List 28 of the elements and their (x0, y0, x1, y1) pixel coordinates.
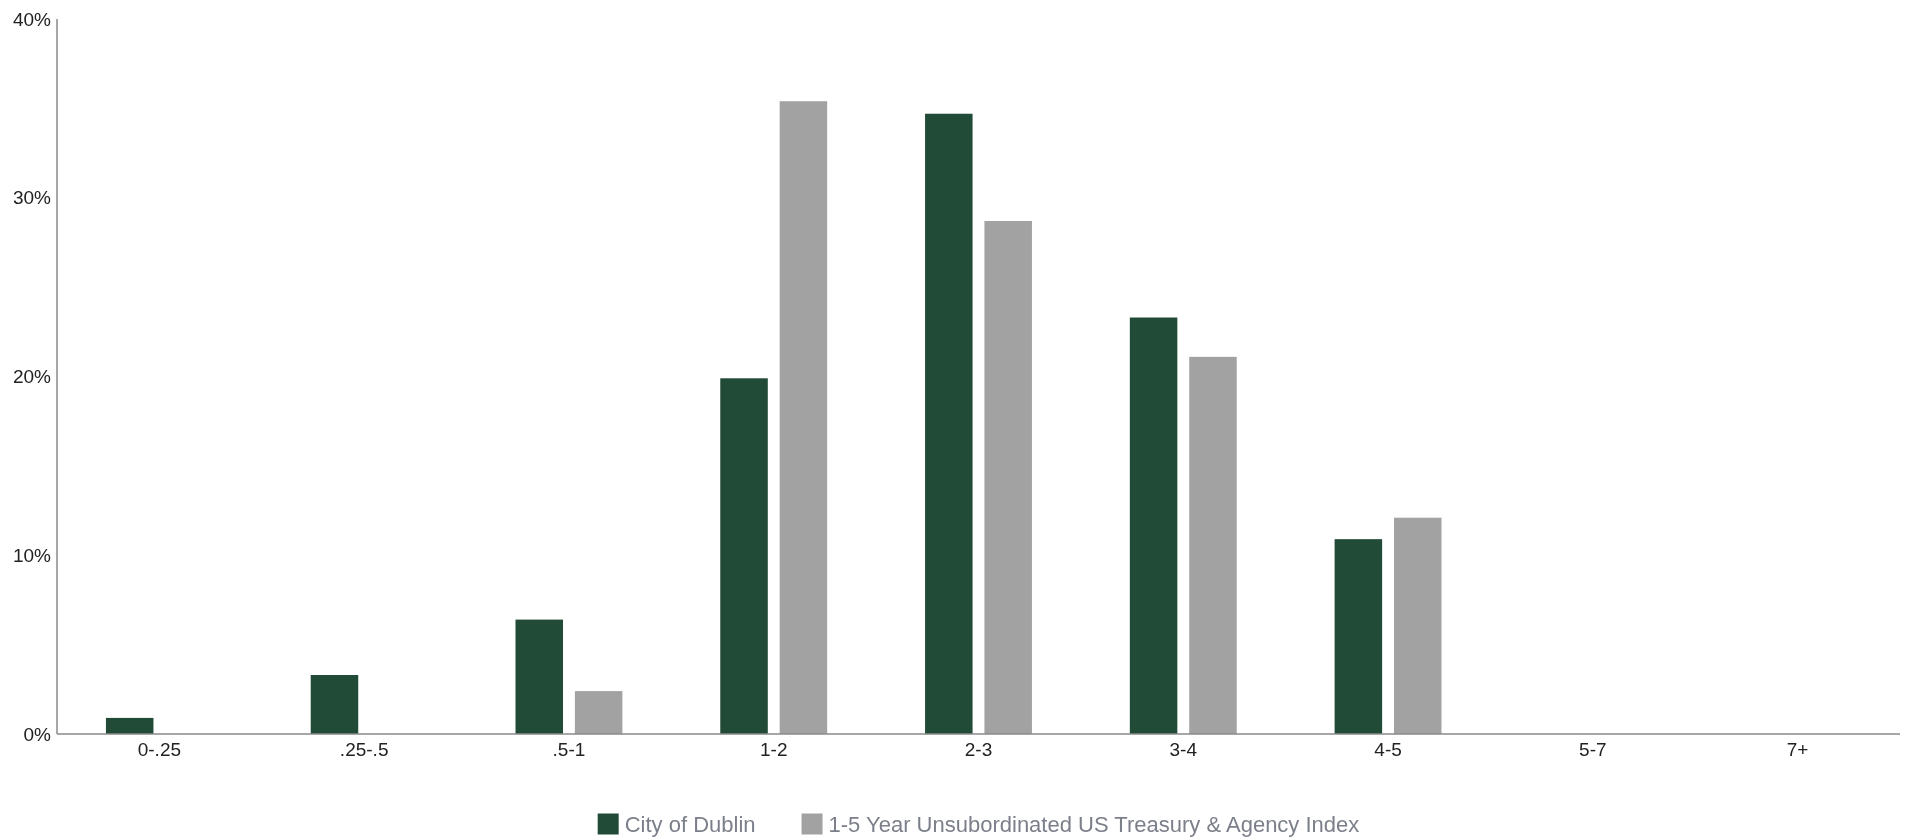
x-tick-label: 7+ (1786, 739, 1809, 760)
bar (574, 691, 623, 734)
bar (310, 675, 359, 734)
x-tick-label: 3-4 (1169, 739, 1198, 760)
y-tick-label: 10% (12, 544, 52, 566)
y-tick-label: 0% (23, 723, 52, 745)
bar (1129, 317, 1178, 734)
x-tick-label: 4-5 (1374, 739, 1402, 760)
x-tick-label: 1-2 (759, 739, 788, 760)
y-tick-label: 30% (12, 187, 52, 209)
x-tick-label: .25-.5 (339, 739, 389, 760)
bar (720, 378, 768, 734)
x-tick-label: 5-7 (1579, 739, 1607, 760)
x-tick-label: 0-.25 (137, 739, 182, 760)
legend-label: 1-5 Year Unsubordinated US Treasury & Agency Index (828, 811, 1360, 837)
bar (925, 113, 973, 734)
bar (105, 717, 154, 734)
y-tick-label: 40% (12, 8, 52, 30)
x-tick-label: .5-1 (552, 739, 586, 760)
y-tick-label: 20% (12, 366, 52, 388)
bar (1334, 539, 1383, 734)
bar (1393, 517, 1442, 734)
bar (984, 220, 1032, 734)
bar (779, 101, 828, 734)
legend-label: City of Dublin (624, 811, 756, 837)
x-tick-label: 2-3 (964, 739, 993, 760)
bar (515, 619, 564, 734)
bar (1189, 356, 1237, 734)
